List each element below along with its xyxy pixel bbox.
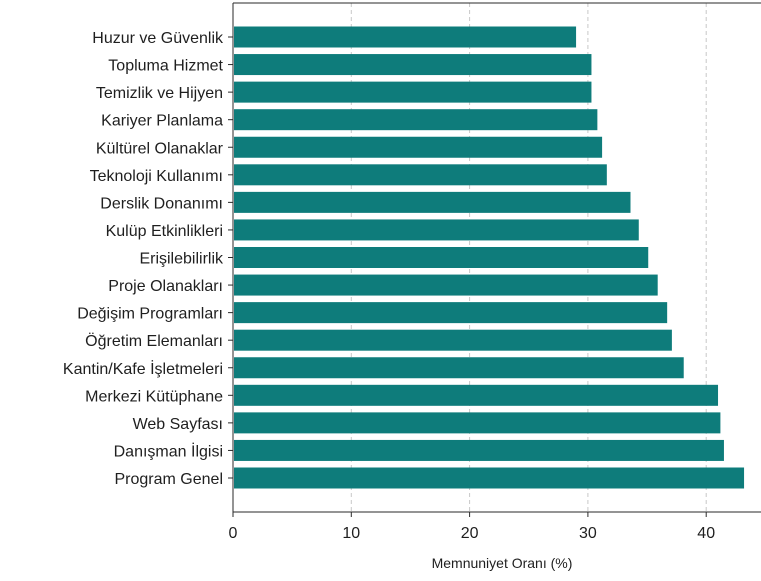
bar [234, 384, 719, 406]
bar [234, 274, 658, 296]
bar [234, 81, 592, 103]
bar [234, 219, 639, 241]
category-label: Proje Olanakları [108, 278, 223, 295]
category-label: Merkezi Kütüphane [85, 388, 223, 405]
x-tick-labels: 0 10 20 30 40 [229, 512, 715, 542]
bar [234, 26, 577, 48]
bar [234, 247, 649, 268]
bar [234, 191, 631, 213]
category-label: Temizlik ve Hijyen [96, 85, 223, 102]
category-label: Teknoloji Kullanımı [90, 168, 223, 185]
bar [234, 329, 672, 351]
bar [234, 357, 684, 379]
category-label: Danışman İlgisi [114, 441, 223, 460]
x-tick-label: 30 [579, 525, 597, 542]
x-tick-label: 0 [229, 525, 238, 542]
bars [234, 26, 745, 489]
bar [234, 109, 598, 131]
category-label: Değişim Programları [77, 306, 223, 323]
x-tick-label: 20 [461, 525, 479, 542]
category-label: Erişilebilirlik [139, 251, 224, 268]
bar [234, 467, 745, 489]
category-label: Kültürel Olanaklar [96, 140, 224, 157]
category-label: Öğretim Elemanları [85, 332, 223, 350]
category-label: Kulüp Etkinlikleri [106, 223, 223, 240]
category-label: Web Sayfası [133, 416, 223, 433]
category-label: Program Genel [115, 471, 224, 488]
bar [234, 164, 607, 186]
x-axis-title: Memnuniyet Oranı (%) [432, 555, 573, 571]
category-labels: Huzur ve Güvenlik Topluma Hizmet Temizlik … [63, 30, 233, 488]
bar [234, 439, 724, 461]
category-label: Kariyer Planlama [101, 113, 223, 130]
bar [234, 412, 721, 434]
category-label: Topluma Hizmet [108, 58, 223, 75]
x-tick-label: 40 [697, 525, 715, 542]
category-label: Kantin/Kafe İşletmeleri [63, 359, 223, 378]
bar [234, 302, 668, 324]
x-tick-label: 10 [342, 525, 360, 542]
category-label: Huzur ve Güvenlik [92, 30, 224, 47]
bar [234, 54, 592, 76]
bar [234, 136, 603, 158]
category-label: Derslik Donanımı [100, 195, 223, 212]
